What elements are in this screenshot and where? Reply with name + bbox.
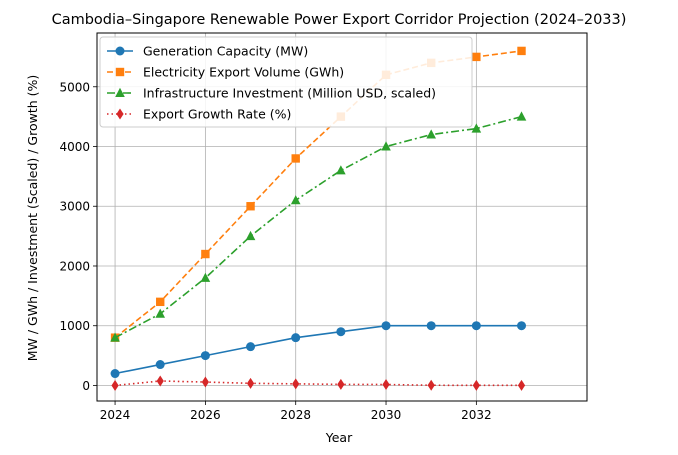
series-1	[110, 321, 527, 379]
legend-marker	[115, 46, 125, 56]
data-point	[426, 321, 436, 331]
data-point	[246, 202, 255, 211]
y-tick-label: 2000	[59, 259, 90, 273]
x-axis-label: Year	[325, 430, 353, 445]
x-tick-label: 2032	[461, 408, 492, 422]
data-point	[110, 332, 120, 342]
data-point	[111, 379, 119, 391]
data-point	[336, 327, 346, 337]
data-point	[517, 379, 526, 391]
data-point	[517, 46, 526, 56]
axis-ticks: 2024 2026 2028 2030 2032 0 1000 2000 3000 4000 500…	[59, 80, 491, 422]
legend-item: Electricity Export Volume (GWh)	[107, 65, 344, 80]
y-tick-label: 4000	[59, 140, 90, 154]
y-tick-label: 3000	[59, 200, 90, 214]
data-point	[200, 272, 211, 282]
data-point	[201, 376, 209, 388]
legend-label: Generation Capacity (MW)	[143, 44, 308, 59]
legend-marker	[115, 67, 125, 77]
x-tick-label: 2028	[280, 408, 311, 422]
legend-label: Export Growth Rate (%)	[143, 107, 291, 122]
y-tick-label: 1000	[59, 319, 90, 333]
series-line	[114, 115, 522, 339]
data-point	[517, 321, 527, 331]
data-point	[472, 379, 480, 391]
chart-title: Cambodia–Singapore Renewable Power Expor…	[52, 12, 627, 28]
y-tick-label: 0	[82, 379, 90, 393]
data-point	[337, 378, 345, 390]
legend-item: Generation Capacity (MW)	[107, 44, 308, 59]
series-group	[110, 46, 527, 391]
data-point	[156, 297, 165, 307]
data-point	[472, 52, 481, 62]
data-point	[290, 195, 301, 205]
data-point	[246, 342, 256, 352]
data-point	[155, 308, 166, 318]
data-point	[155, 360, 165, 370]
data-point	[426, 129, 436, 139]
data-point	[200, 351, 210, 361]
series-3	[110, 111, 527, 342]
y-axis-label: MW / GWh / Investment (Scaled) / Growth …	[25, 75, 40, 362]
data-point	[381, 141, 391, 151]
series-line	[114, 324, 522, 375]
legend-marker	[115, 87, 125, 97]
data-point	[291, 333, 301, 343]
data-point	[471, 321, 481, 331]
data-point	[292, 378, 300, 390]
y-tick-label: 5000	[59, 80, 90, 94]
legend-label: Electricity Export Volume (GWh)	[143, 65, 344, 80]
legend-box	[99, 36, 473, 128]
data-point	[381, 321, 391, 331]
data-point	[382, 379, 390, 391]
x-tick-label: 2030	[371, 408, 402, 422]
legend: Generation Capacity (MW) Electricity Expo…	[99, 36, 473, 128]
data-point	[516, 111, 527, 121]
series-line	[114, 380, 522, 387]
legend-label: Infrastructure Investment (Million USD, …	[143, 86, 436, 101]
data-point	[246, 377, 255, 389]
legend-item: Infrastructure Investment (Million USD, …	[107, 86, 436, 101]
legend-marker	[116, 108, 124, 120]
series-line	[114, 50, 522, 339]
data-point	[245, 230, 256, 241]
x-tick-label: 2026	[190, 408, 221, 422]
legend-item: Export Growth Rate (%)	[107, 107, 291, 122]
series-4	[111, 375, 526, 391]
plot-frame	[96, 32, 588, 402]
data-point	[110, 369, 120, 379]
data-point	[336, 165, 346, 175]
data-point	[291, 154, 300, 163]
data-point	[471, 123, 482, 133]
x-tick-label: 2024	[100, 408, 131, 422]
data-point	[156, 375, 164, 387]
data-point	[201, 249, 210, 259]
data-point	[427, 379, 435, 391]
